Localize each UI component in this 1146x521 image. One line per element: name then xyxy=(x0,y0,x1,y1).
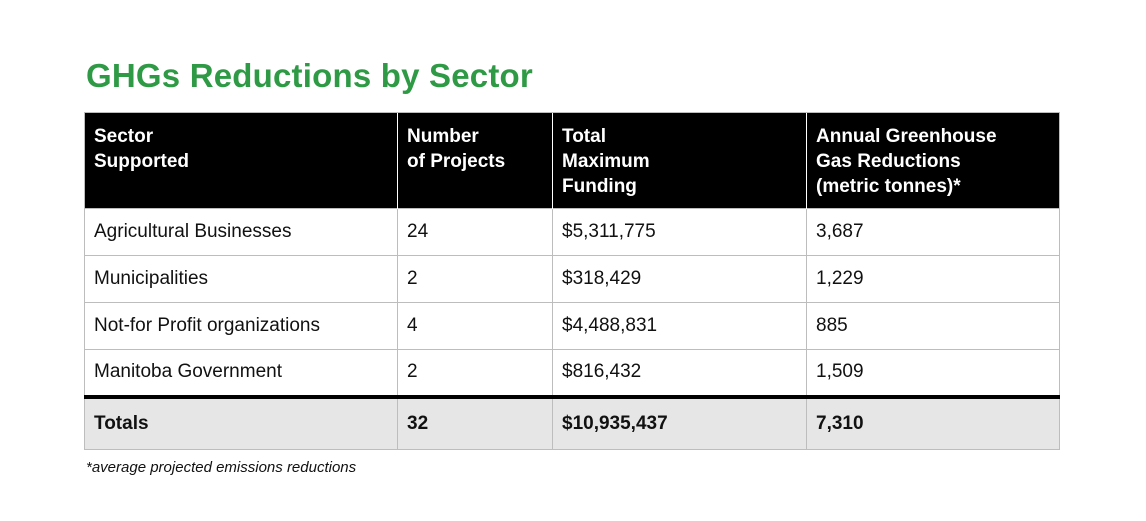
page-title: GHGs Reductions by Sector xyxy=(86,57,533,94)
cell-number-of-projects: 2 xyxy=(397,255,553,303)
totals-number-of-projects: 32 xyxy=(397,394,553,450)
header-total-maximum-funding: Total Maximum Funding xyxy=(552,112,807,209)
cell-number-of-projects: 24 xyxy=(397,208,553,256)
cell-total-funding: $5,311,775 xyxy=(552,208,807,256)
cell-total-funding: $318,429 xyxy=(552,255,807,303)
totals-total-funding: $10,935,437 xyxy=(552,394,807,450)
cell-sector: Municipalities xyxy=(84,255,398,303)
table-row: Manitoba Government 2 $816,432 1,509 xyxy=(84,349,1060,397)
cell-sector: Not-for Profit organizations xyxy=(84,302,398,350)
header-line: Funding xyxy=(562,176,637,197)
totals-row: Totals 32 $10,935,437 7,310 xyxy=(84,394,1060,450)
header-line: (metric tonnes)* xyxy=(816,176,961,197)
totals-label: Totals xyxy=(84,394,398,450)
cell-sector: Agricultural Businesses xyxy=(84,208,398,256)
header-line: Maximum xyxy=(562,151,650,172)
table-row: Municipalities 2 $318,429 1,229 xyxy=(84,255,1060,303)
header-annual-ghg-reductions: Annual Greenhouse Gas Reductions (metric… xyxy=(806,112,1060,209)
cell-total-funding: $4,488,831 xyxy=(552,302,807,350)
header-line: Sector xyxy=(94,126,154,147)
table-row: Not-for Profit organizations 4 $4,488,83… xyxy=(84,302,1060,350)
cell-ghg-reductions: 1,509 xyxy=(806,349,1060,397)
header-line: Supported xyxy=(94,151,189,172)
ghg-reductions-table: Sector Supported Number of Projects Tota… xyxy=(84,112,1060,450)
footnote: *average projected emissions reductions xyxy=(86,459,357,476)
cell-number-of-projects: 4 xyxy=(397,302,553,350)
header-line: Number xyxy=(407,126,479,147)
cell-total-funding: $816,432 xyxy=(552,349,807,397)
header-sector-supported: Sector Supported xyxy=(84,112,398,209)
header-line: of Projects xyxy=(407,151,506,172)
table-row: Agricultural Businesses 24 $5,311,775 3,… xyxy=(84,208,1060,256)
cell-ghg-reductions: 3,687 xyxy=(806,208,1060,256)
header-number-of-projects: Number of Projects xyxy=(397,112,553,209)
cell-number-of-projects: 2 xyxy=(397,349,553,397)
header-line: Gas Reductions xyxy=(816,151,961,172)
header-line: Total xyxy=(562,126,606,147)
totals-ghg-reductions: 7,310 xyxy=(806,394,1060,450)
cell-sector: Manitoba Government xyxy=(84,349,398,397)
header-line: Annual Greenhouse xyxy=(816,126,997,147)
cell-ghg-reductions: 1,229 xyxy=(806,255,1060,303)
cell-ghg-reductions: 885 xyxy=(806,302,1060,350)
table-header-row: Sector Supported Number of Projects Tota… xyxy=(84,112,1060,209)
